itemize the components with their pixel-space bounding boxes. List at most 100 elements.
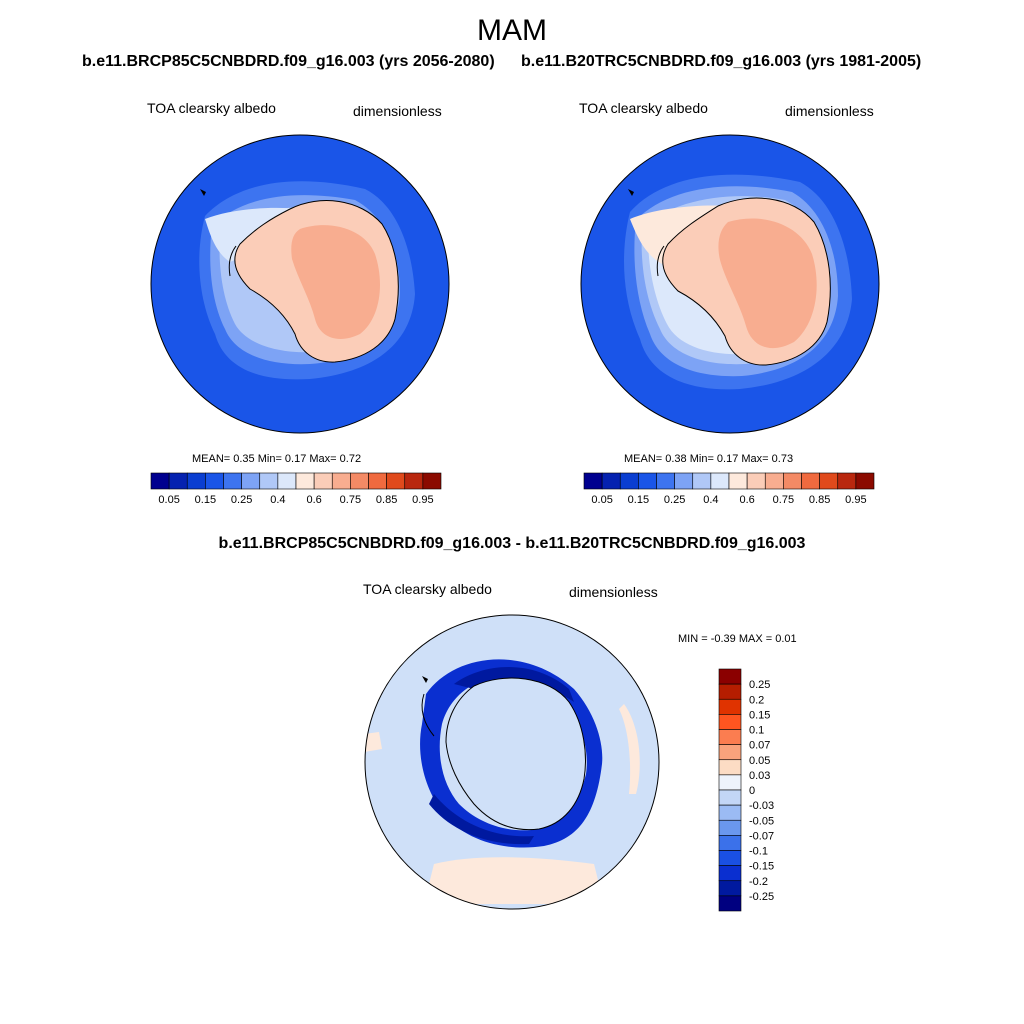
left-colorbar-swatch — [223, 472, 242, 490]
left-colorbar-tick-label: 0.85 — [376, 494, 397, 506]
right-colorbar-swatch — [837, 472, 857, 490]
diff-colorbar-swatch — [718, 865, 742, 882]
left-units-label: dimensionless — [353, 103, 442, 119]
right-colorbar-swatch — [855, 472, 875, 490]
left-colorbar-swatch — [368, 472, 387, 490]
left-polar-map — [150, 134, 450, 434]
peninsula-coastline — [656, 245, 665, 277]
diff-colorbar-swatch — [718, 759, 742, 776]
left-colorbar: 0.05 0.15 0.25 0.4 0.6 0.75 0.85 0.95 — [150, 472, 442, 506]
right-colorbar-tick-label: 0.95 — [845, 494, 866, 506]
right-colorbar-swatch — [783, 472, 802, 490]
positive-anomaly-region — [365, 732, 382, 752]
diff-colorbar-tick-label: 0.1 — [749, 725, 764, 737]
left-colorbar-tick-label: 0.75 — [340, 494, 361, 506]
left-colorbar-swatch — [422, 472, 442, 490]
right-colorbar-swatch — [692, 472, 712, 490]
right-colorbar-swatch — [619, 472, 639, 490]
right-colorbar-swatch — [583, 472, 603, 490]
left-run-title: b.e11.BRCP85C5CNBDRD.f09_g16.003 (yrs 20… — [82, 53, 495, 70]
left-colorbar-swatch — [241, 472, 261, 490]
left-colorbar-swatch — [331, 472, 351, 490]
left-colorbar-tick-label: 0.4 — [270, 494, 285, 506]
left-colorbar-swatch — [150, 472, 170, 490]
left-colorbar-tick-label: 0.05 — [158, 494, 179, 506]
difference-polar-map — [364, 614, 660, 910]
diff-colorbar-swatch — [718, 895, 742, 912]
right-colorbar-swatch — [819, 472, 839, 490]
diff-colorbar-tick-label: -0.15 — [749, 861, 774, 873]
left-colorbar-swatch — [404, 472, 424, 490]
difference-colorbar: 0.25 0.2 0.15 0.1 0.07 0.05 0.03 0 -0.03 -0.05 -0.… — [718, 668, 774, 912]
diff-colorbar-swatch — [718, 744, 742, 761]
right-colorbar-swatch — [656, 472, 675, 490]
right-colorbar-swatch — [764, 472, 784, 490]
diff-colorbar-tick-label: 0.07 — [749, 740, 770, 752]
right-units-label: dimensionless — [785, 103, 874, 119]
right-colorbar-swatch — [746, 472, 766, 490]
positive-anomaly-region — [424, 857, 604, 904]
peninsula-coastline — [421, 693, 435, 737]
right-colorbar-swatch — [728, 472, 748, 490]
diff-colorbar-swatch — [718, 668, 742, 685]
left-colorbar-swatch — [186, 472, 206, 490]
right-colorbar-swatch — [638, 472, 657, 490]
diff-colorbar-tick-label: -0.2 — [749, 876, 768, 888]
left-colorbar-swatch — [205, 472, 224, 490]
diff-colorbar-tick-label: 0 — [749, 785, 755, 797]
diff-colorbar-tick-label: -0.05 — [749, 815, 774, 827]
diff-variable-label: TOA clearsky albedo — [363, 581, 492, 597]
diff-colorbar-tick-label: 0.05 — [749, 755, 770, 767]
diff-colorbar-swatch — [718, 698, 742, 715]
right-colorbar-tick-label: 0.75 — [773, 494, 794, 506]
diff-colorbar-swatch — [718, 774, 742, 791]
right-colorbar-swatch — [601, 472, 621, 490]
island-marker — [200, 189, 206, 196]
diff-colorbar-tick-label: 0.2 — [749, 694, 764, 706]
right-stats: MEAN= 0.38 Min= 0.17 Max= 0.73 — [624, 453, 794, 465]
left-colorbar-tick-label: 0.25 — [231, 494, 252, 506]
left-colorbar-swatch — [259, 472, 279, 490]
right-colorbar-tick-label: 0.4 — [703, 494, 718, 506]
strong-loss-region — [429, 794, 534, 845]
map-boundary — [150, 134, 450, 434]
right-colorbar: 0.05 0.15 0.25 0.4 0.6 0.75 0.85 0.95 — [583, 472, 875, 506]
right-run-title: b.e11.B20TRC5CNBDRD.f09_g16.003 (yrs 198… — [521, 53, 922, 70]
left-colorbar-swatch — [295, 472, 315, 490]
right-colorbar-swatch — [674, 472, 694, 490]
figure-season-title: MAM — [477, 14, 547, 47]
diff-colorbar-swatch — [718, 835, 742, 851]
diff-colorbar-tick-label: -0.07 — [749, 830, 774, 842]
difference-title: b.e11.BRCP85C5CNBDRD.f09_g16.003 - b.e11… — [218, 535, 806, 552]
right-colorbar-tick-label: 0.85 — [809, 494, 830, 506]
right-colorbar-tick-label: 0.15 — [628, 494, 649, 506]
diff-colorbar-swatch — [718, 729, 742, 745]
diff-colorbar-tick-label: 0.15 — [749, 709, 770, 721]
left-colorbar-tick-label: 0.6 — [306, 494, 321, 506]
east-antarctic-plateau-region — [718, 218, 817, 349]
diff-stats: MIN = -0.39 MAX = 0.01 — [678, 633, 797, 645]
left-colorbar-tick-label: 0.95 — [412, 494, 433, 506]
antarctica-continent-outline — [445, 677, 586, 831]
diff-colorbar-swatch — [718, 789, 742, 806]
right-colorbar-swatch — [710, 472, 730, 490]
left-stats: MEAN= 0.35 Min= 0.17 Max= 0.72 — [192, 453, 362, 465]
right-colorbar-tick-label: 0.05 — [591, 494, 612, 506]
island-marker — [628, 189, 634, 196]
diff-colorbar-tick-label: 0.03 — [749, 770, 770, 782]
left-variable-label: TOA clearsky albedo — [147, 100, 276, 116]
left-colorbar-swatch — [386, 472, 406, 490]
diff-colorbar-swatch — [718, 880, 742, 897]
right-colorbar-swatch — [801, 472, 820, 490]
diff-colorbar-tick-label: -0.1 — [749, 846, 768, 858]
strong-loss-region — [454, 666, 574, 702]
diff-colorbar-swatch — [718, 804, 742, 821]
right-polar-map — [580, 134, 880, 434]
diff-colorbar-tick-label: -0.25 — [749, 891, 774, 903]
island-marker — [422, 676, 428, 683]
diff-colorbar-swatch — [718, 714, 742, 730]
east-antarctic-plateau-region — [291, 225, 380, 339]
right-colorbar-tick-label: 0.25 — [664, 494, 685, 506]
left-colorbar-swatch — [350, 472, 369, 490]
map-boundary — [364, 614, 660, 910]
